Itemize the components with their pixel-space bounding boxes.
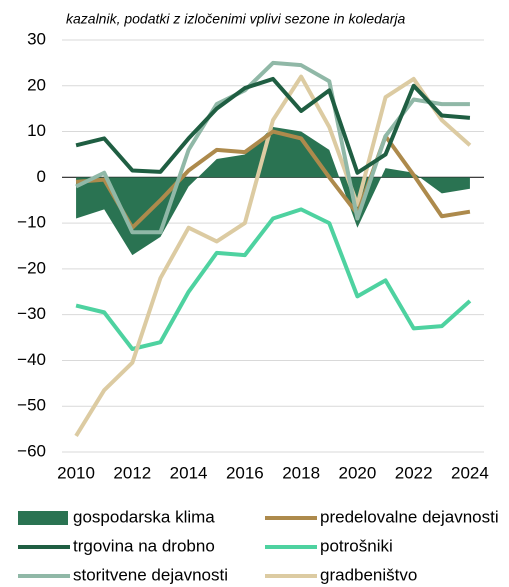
- legend-swatch: [18, 511, 68, 525]
- x-tick-label: 2022: [395, 463, 433, 482]
- y-tick-label: 30: [27, 29, 46, 48]
- y-tick-label: 20: [27, 75, 46, 94]
- y-tick-label: −60: [17, 441, 46, 460]
- x-tick-label: 2024: [451, 463, 489, 482]
- legend-label: potrošniki: [320, 536, 393, 555]
- y-tick-label: −10: [17, 213, 46, 232]
- y-tick-label: −20: [17, 258, 46, 277]
- chart-subtitle: kazalnik, podatki z izločenimi vplivi se…: [66, 11, 405, 27]
- area: [76, 126, 470, 256]
- x-tick-label: 2012: [113, 463, 151, 482]
- y-tick-label: −40: [17, 350, 46, 369]
- legend-label: gospodarska klima: [73, 507, 215, 526]
- x-tick-label: 2014: [170, 463, 208, 482]
- line: [75, 76, 471, 175]
- line: [75, 129, 471, 230]
- y-tick-label: −30: [17, 304, 46, 323]
- line: [74, 74, 472, 438]
- line: [75, 207, 472, 351]
- x-tick-label: 2020: [338, 463, 376, 482]
- y-tick-label: −50: [17, 396, 46, 415]
- legend-label: predelovalne dejavnosti: [320, 507, 499, 526]
- legend-label: trgovina na drobno: [73, 536, 215, 555]
- x-tick-label: 2018: [282, 463, 320, 482]
- x-tick-label: 2016: [226, 463, 264, 482]
- y-tick-label: 0: [37, 167, 46, 186]
- y-tick-label: 10: [27, 121, 46, 140]
- legend-label: gradbeništvo: [320, 565, 417, 584]
- legend-label: storitvene dejavnosti: [73, 565, 228, 584]
- x-tick-label: 2010: [57, 463, 95, 482]
